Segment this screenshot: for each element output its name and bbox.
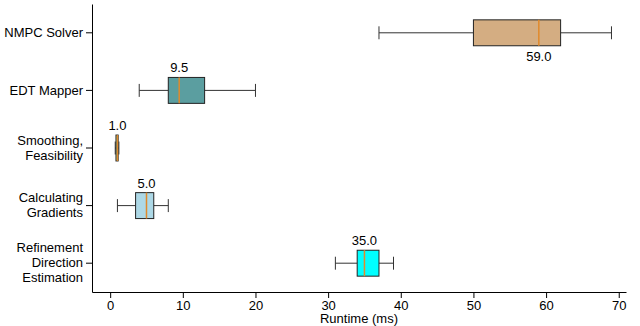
cap-high (393, 257, 394, 270)
box-group (139, 77, 255, 103)
whisker-low (117, 205, 135, 206)
x-tick-mark (619, 292, 620, 298)
x-tick-label: 60 (539, 298, 553, 313)
median (178, 77, 180, 103)
cap-low (117, 199, 118, 212)
x-tick-label: 20 (249, 298, 263, 313)
chart: 010203040506070NMPC SolverEDT MapperSmoo… (0, 0, 640, 326)
box (357, 250, 379, 276)
median (146, 193, 148, 219)
data-labels: 59.0 9.5 1.0 5.0 35.0 (108, 49, 551, 248)
x-tick-mark (183, 292, 184, 298)
x-tick-mark (255, 292, 256, 298)
x-tick-mark (473, 292, 474, 298)
whisker-high (379, 263, 394, 264)
y-tick-label: RefinementDirectionEstimation (17, 240, 84, 285)
x-tick: 70 (612, 292, 626, 313)
x-tick: 60 (539, 292, 553, 313)
box-group (335, 250, 393, 276)
data-label: 9.5 (170, 60, 188, 75)
y-tick: NMPC Solver (4, 25, 92, 40)
whisker-low (335, 263, 357, 264)
x-tick-mark (110, 292, 111, 298)
x-tick-label: 50 (467, 298, 481, 313)
y-tick-label: Smoothing,Feasibility (17, 133, 83, 163)
y-tick-mark (86, 205, 92, 206)
whisker-high (561, 32, 612, 33)
data-label: 35.0 (352, 233, 377, 248)
y-tick: RefinementDirectionEstimation (17, 240, 92, 285)
x-tick-mark (401, 292, 402, 298)
x-tick: 10 (176, 292, 190, 313)
x-tick-mark (546, 292, 547, 298)
y-axis: NMPC Solver EDT Mapper Smoothing,Feasibili… (4, 5, 92, 293)
whisker-high (205, 90, 256, 91)
y-tick-mark (86, 32, 92, 33)
median (117, 135, 119, 161)
cap-low (335, 257, 336, 270)
median (538, 20, 540, 46)
x-tick-label: 70 (612, 298, 626, 313)
y-tick-mark (86, 90, 92, 91)
y-tick-label: NMPC Solver (4, 25, 83, 40)
cap-high (611, 26, 612, 39)
y-tick-mark (86, 148, 92, 149)
box-group (115, 135, 119, 161)
cap-low (378, 26, 379, 39)
whisker-low (379, 32, 473, 33)
x-tick: 50 (467, 292, 481, 313)
box-group (117, 193, 168, 219)
box (116, 135, 118, 161)
plot: 010203040506070NMPC SolverEDT MapperSmoo… (4, 5, 626, 314)
x-tick-label: 0 (107, 298, 114, 313)
x-tick: 20 (249, 292, 263, 313)
data-label: 5.0 (137, 176, 155, 191)
box (136, 193, 154, 219)
x-axis-title: Runtime (ms) (320, 311, 398, 326)
y-axis-line (92, 5, 93, 293)
cap-high (255, 84, 256, 97)
cap-high (168, 199, 169, 212)
y-tick: EDT Mapper (10, 83, 92, 98)
data-label: 1.0 (108, 118, 126, 133)
whisker-high (154, 205, 169, 206)
box (473, 20, 560, 46)
box (168, 77, 204, 103)
data-label: 59.0 (526, 49, 551, 64)
whisker-low (139, 90, 168, 91)
boxes (115, 20, 611, 276)
y-tick-label: EDT Mapper (10, 83, 84, 98)
y-tick: CalculatingGradients (19, 190, 92, 220)
x-tick-label: 10 (176, 298, 190, 313)
x-tick-mark (328, 292, 329, 298)
box-group (379, 20, 611, 46)
y-tick-label: CalculatingGradients (19, 190, 84, 220)
x-tick: 0 (107, 292, 114, 313)
y-tick-mark (86, 263, 92, 264)
median (364, 250, 366, 276)
y-tick: Smoothing,Feasibility (17, 133, 92, 163)
cap-low (139, 84, 140, 97)
